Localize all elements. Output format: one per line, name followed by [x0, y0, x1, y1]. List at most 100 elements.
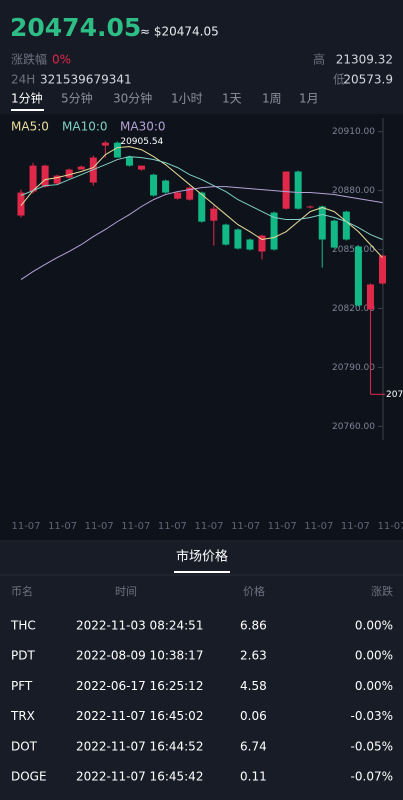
- low-label: 低: [333, 73, 345, 87]
- cell[interactable]: THC: [10, 619, 36, 633]
- candle-body: [101, 142, 109, 146]
- candle-body: [234, 229, 242, 249]
- candle-body: [113, 142, 121, 158]
- candle-body: [379, 255, 386, 284]
- column-header: 时间: [115, 585, 137, 598]
- candle-body: [342, 211, 350, 240]
- candle-body: [366, 284, 374, 310]
- cell: 2022-08-09 10:38:17: [76, 649, 203, 663]
- cell: -0.03%: [351, 709, 393, 723]
- x-tick-label: 11-07: [341, 521, 370, 532]
- x-tick-label: 11-07: [48, 521, 77, 532]
- candle-body: [198, 192, 206, 222]
- last-label: 207: [386, 390, 403, 400]
- candle-body: [29, 165, 37, 192]
- max-label: 20905.54: [120, 137, 163, 147]
- tab[interactable]: 1天: [222, 92, 242, 106]
- cell[interactable]: TRX: [10, 709, 35, 723]
- cell[interactable]: DOGE: [11, 770, 47, 784]
- x-tick-label: 11-07: [231, 521, 260, 532]
- candle-body: [53, 175, 61, 184]
- tab[interactable]: 1周: [262, 92, 282, 106]
- cell: 6.74: [240, 739, 267, 753]
- candle-body: [222, 224, 230, 245]
- candle-body: [294, 171, 302, 209]
- vol: 321539679341: [40, 73, 132, 87]
- section-title: 市场价格: [176, 549, 228, 565]
- cell: 0.00%: [355, 619, 393, 633]
- column-header: 价格: [243, 584, 265, 598]
- x-tick-label: 11-07: [377, 521, 403, 532]
- low: 20573.9: [343, 73, 393, 87]
- vol-label: 24H: [11, 73, 35, 87]
- candle-body: [41, 165, 49, 187]
- tab[interactable]: 1月: [299, 92, 319, 106]
- candle-body: [258, 235, 266, 252]
- cell: -0.07%: [351, 770, 393, 784]
- candle-body: [77, 166, 85, 170]
- candle-body: [270, 212, 278, 250]
- legend-entry: MA5:0: [11, 120, 49, 134]
- tab[interactable]: 1分钟: [11, 91, 43, 106]
- cell: 4.58: [240, 679, 267, 693]
- legend-entry: MA10:0: [62, 120, 108, 134]
- y-tick-label: 20820.00: [332, 304, 375, 314]
- candle-body: [282, 171, 290, 209]
- candle-body: [318, 206, 326, 240]
- cell: 2022-11-07 16:45:42: [76, 770, 203, 784]
- chart-area: [0, 114, 403, 542]
- cell[interactable]: PDT: [11, 649, 35, 663]
- candle-body: [186, 187, 194, 200]
- tab[interactable]: 30分钟: [113, 91, 152, 106]
- price: 20474.05: [10, 13, 141, 42]
- tab-underline: [11, 109, 44, 111]
- high: 21309.32: [336, 53, 393, 67]
- price-approx: ≈ $20474.05: [140, 25, 219, 39]
- y-tick-label: 20760.00: [332, 422, 375, 432]
- candle-body: [65, 169, 73, 178]
- column-header: 币名: [11, 584, 33, 598]
- cell: 2022-11-07 16:45:02: [76, 709, 203, 723]
- x-tick-label: 11-07: [268, 521, 297, 532]
- cell: 2022-11-07 16:44:52: [76, 739, 203, 753]
- cell: 0.00%: [355, 649, 393, 663]
- cell: 2022-11-03 08:24:51: [76, 619, 203, 633]
- cell: -0.05%: [351, 739, 393, 753]
- change-label: 涨跌幅: [11, 52, 47, 67]
- ma-line: [20, 186, 383, 281]
- cell[interactable]: PFT: [11, 679, 33, 693]
- x-tick-label: 11-07: [304, 521, 333, 532]
- tab[interactable]: 5分钟: [61, 91, 93, 106]
- y-tick-label: 20880.00: [332, 186, 375, 196]
- cell: 2022-06-17 16:25:12: [76, 679, 203, 693]
- cell: 2.63: [240, 649, 267, 663]
- change: 0%: [52, 53, 71, 67]
- candle-body: [138, 165, 145, 170]
- candle-body: [246, 239, 254, 250]
- cell[interactable]: DOT: [11, 739, 38, 753]
- tab[interactable]: 1小时: [171, 92, 203, 106]
- column-header: 涨跌: [371, 584, 393, 598]
- y-tick-label: 20850.00: [332, 245, 375, 255]
- section-underline: [174, 571, 230, 573]
- x-tick-label: 11-07: [158, 521, 187, 532]
- candle-body: [330, 220, 338, 248]
- candle-body: [306, 206, 314, 208]
- x-tick-label: 11-07: [121, 521, 150, 532]
- legend-entry: MA30:0: [120, 120, 166, 134]
- cell: 6.86: [240, 619, 267, 633]
- market-area: [0, 542, 403, 800]
- y-tick-label: 20790.00: [332, 363, 375, 373]
- y-tick-label: 20910.00: [332, 127, 375, 137]
- x-tick-label: 11-07: [194, 521, 223, 532]
- candle-body: [162, 180, 170, 193]
- high-label: 高: [313, 52, 325, 67]
- candle-body: [150, 174, 158, 196]
- cell: 0.06: [240, 709, 267, 723]
- x-tick-label: 11-07: [11, 521, 40, 532]
- candle-body: [125, 156, 133, 166]
- ma-line: [20, 156, 383, 240]
- candle-body: [210, 208, 218, 221]
